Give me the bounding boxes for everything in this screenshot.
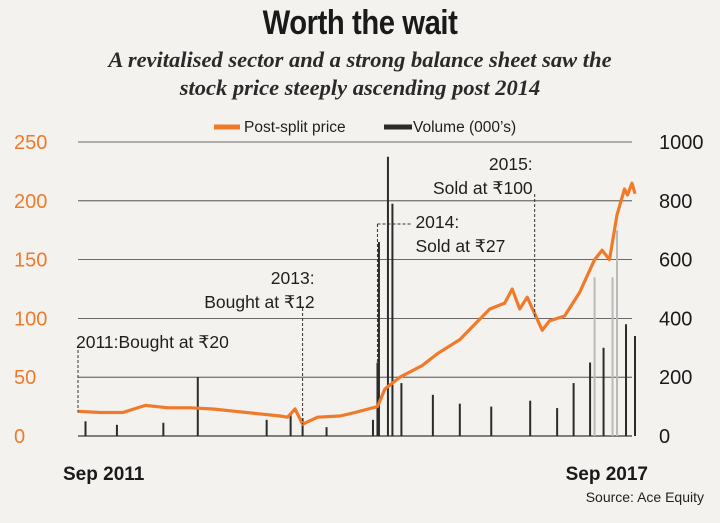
price-line <box>77 181 637 426</box>
right-tick-label: 0 <box>659 426 670 448</box>
left-tick-label: 100 <box>14 308 47 330</box>
left-tick-label: 200 <box>14 191 47 213</box>
subtitle-line-2: stock price steeply ascending post 2014 <box>179 75 541 100</box>
annotation-label: Bought at ₹12 <box>204 292 314 312</box>
annotation-label: 2011:Bought at ₹20 <box>76 332 229 352</box>
legend-label-price: Post-split price <box>244 119 346 136</box>
chart-subtitle: A revitalised sector and a strong balanc… <box>60 46 660 102</box>
right-tick-label: 400 <box>659 308 692 330</box>
left-tick-label: 0 <box>14 426 25 448</box>
annotation-label: 2013: <box>271 268 315 288</box>
source-note: Source: Ace Equity <box>585 489 704 505</box>
left-tick-label: 250 <box>14 132 47 154</box>
right-tick-label: 200 <box>659 367 692 389</box>
annotation-label: Sold at ₹100 <box>433 178 533 198</box>
legend-label-volume: Volume (000’s) <box>413 119 516 136</box>
x-tick-label: Sep 2011 <box>63 464 145 485</box>
chart-title: Worth the wait <box>262 4 458 42</box>
x-tick-label: Sep 2017 <box>566 464 648 485</box>
right-tick-label: 1000 <box>659 132 704 154</box>
right-tick-label: 800 <box>659 191 692 213</box>
left-tick-label: 50 <box>14 367 36 389</box>
annotation-label: 2015: <box>489 154 533 174</box>
annotation-label: Sold at ₹27 <box>415 236 505 256</box>
annotation-label: 2014: <box>415 212 459 232</box>
subtitle-line-1: A revitalised sector and a strong balanc… <box>108 47 612 72</box>
left-tick-label: 150 <box>14 250 47 272</box>
right-tick-label: 600 <box>659 250 692 272</box>
